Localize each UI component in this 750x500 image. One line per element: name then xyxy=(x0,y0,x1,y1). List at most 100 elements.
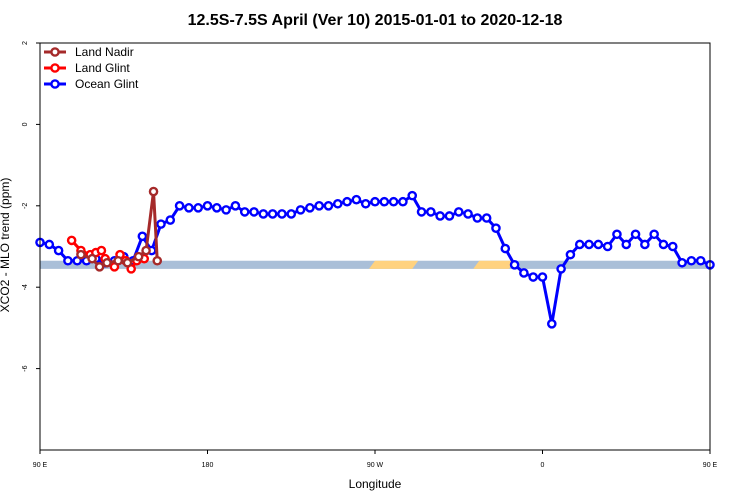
data-point xyxy=(277,209,287,219)
data-point xyxy=(323,200,334,211)
y-axis-label: XCO2 - MLO trend (ppm) xyxy=(0,178,12,313)
data-point xyxy=(87,253,97,264)
data-point xyxy=(221,205,231,215)
data-point xyxy=(133,251,144,262)
data-point xyxy=(453,207,464,217)
data-point xyxy=(695,255,706,266)
data-point xyxy=(435,211,445,221)
y-tick-label: -4 xyxy=(22,284,29,290)
data-point xyxy=(122,257,133,268)
data-point xyxy=(426,207,436,217)
x-axis-label: Longitude xyxy=(349,477,402,491)
y-axis: 2 0 -2 -4 -6 xyxy=(22,41,40,372)
data-point xyxy=(212,203,222,213)
data-point xyxy=(184,203,194,213)
legend: Land Nadir Land Glint Ocean Glint xyxy=(44,45,139,91)
data-point xyxy=(113,255,123,266)
x-tick-label: 90 E xyxy=(33,462,48,469)
data-point xyxy=(584,239,594,250)
data-point xyxy=(148,186,159,197)
data-point xyxy=(332,198,343,209)
data-point xyxy=(44,239,55,250)
data-point xyxy=(295,205,306,215)
data-point xyxy=(416,207,427,217)
data-point xyxy=(491,223,501,233)
y-tick-label: 0 xyxy=(22,122,29,126)
data-point xyxy=(102,257,112,268)
data-point xyxy=(528,272,538,282)
data-point xyxy=(463,209,473,219)
x-tick-label: 90 E xyxy=(703,462,718,469)
data-point xyxy=(602,241,613,252)
data-point xyxy=(407,190,418,201)
data-point xyxy=(351,194,362,205)
data-point xyxy=(96,245,107,256)
legend-marker xyxy=(50,47,60,57)
data-point xyxy=(667,241,678,252)
data-point xyxy=(649,229,659,240)
data-point xyxy=(342,196,352,207)
data-point xyxy=(360,198,371,209)
data-point xyxy=(249,207,259,217)
data-point xyxy=(193,203,203,213)
data-point xyxy=(574,239,585,250)
data-point xyxy=(66,235,77,246)
data-point xyxy=(509,260,520,270)
land-band-segment xyxy=(473,260,515,269)
chart-title: 12.5S-7.5S April (Ver 10) 2015-01-01 to … xyxy=(188,12,563,29)
data-point xyxy=(94,262,105,272)
land-band-segment xyxy=(369,260,419,269)
x-tick-label: 180 xyxy=(202,462,214,469)
x-tick-label: 90 W xyxy=(367,462,384,469)
data-point xyxy=(556,264,566,274)
data-point xyxy=(156,219,166,229)
data-point xyxy=(612,229,622,240)
data-point xyxy=(286,209,297,219)
y-tick-label: -2 xyxy=(22,203,29,209)
legend-item: Land Glint xyxy=(44,61,130,75)
legend-item: Land Nadir xyxy=(44,45,134,59)
x-tick-label: 0 xyxy=(541,462,545,469)
land-ocean-band xyxy=(40,260,710,269)
data-point xyxy=(658,239,669,250)
data-point xyxy=(152,255,163,266)
data-point xyxy=(230,200,241,211)
data-point xyxy=(267,209,278,219)
data-point xyxy=(677,257,687,268)
data-point xyxy=(398,196,408,207)
data-point xyxy=(202,200,213,211)
data-point xyxy=(258,209,269,219)
data-point xyxy=(370,196,380,207)
data-point xyxy=(472,213,483,223)
legend-item: Ocean Glint xyxy=(44,77,139,91)
x-axis: 90 E 180 90 W 0 90 E xyxy=(33,450,718,469)
data-point xyxy=(500,243,511,254)
data-point xyxy=(305,203,315,213)
data-point xyxy=(537,272,548,282)
series-land-nadir xyxy=(76,186,163,272)
data-point xyxy=(481,213,492,223)
data-point xyxy=(314,200,324,211)
data-point xyxy=(630,229,641,240)
y-tick-label: 2 xyxy=(22,41,29,45)
data-point xyxy=(640,239,650,250)
data-point xyxy=(593,239,604,250)
data-point xyxy=(165,215,176,225)
data-point xyxy=(141,245,151,256)
data-point xyxy=(174,200,185,211)
data-point xyxy=(63,255,73,266)
legend-marker xyxy=(50,63,60,73)
data-point xyxy=(137,231,148,242)
data-point xyxy=(565,249,576,260)
legend-marker xyxy=(50,79,60,89)
data-point xyxy=(379,196,390,207)
data-point xyxy=(444,211,455,221)
data-point xyxy=(621,239,632,250)
data-point xyxy=(76,249,86,260)
data-point xyxy=(239,207,250,217)
legend-label: Ocean Glint xyxy=(75,77,139,91)
legend-label: Land Nadir xyxy=(75,45,134,59)
data-point xyxy=(686,255,697,266)
legend-label: Land Glint xyxy=(75,61,130,75)
